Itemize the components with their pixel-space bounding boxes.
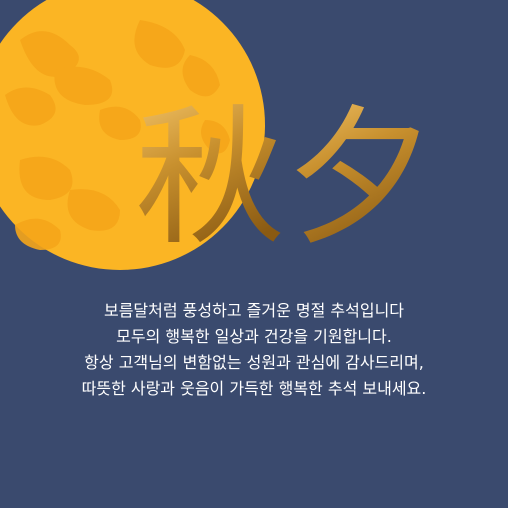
message-line-2: 모두의 행복한 일상과 건강을 기원합니다. <box>116 327 392 346</box>
message-line-3: 항상 고객님의 변함없는 성원과 관심에 감사드리며, <box>84 353 424 372</box>
title-char-evening: 夕 <box>285 95 435 265</box>
title-char-autumn: 秋 <box>135 95 285 265</box>
greeting-message: 보름달처럼 풍성하고 즐거운 명절 추석입니다 모두의 행복한 일상과 건강을 … <box>0 298 508 402</box>
message-line-4: 따뜻한 사랑과 웃음이 가득한 행복한 추석 보내세요. <box>81 379 427 398</box>
message-line-1: 보름달처럼 풍성하고 즐거운 명절 추석입니다 <box>103 301 405 320</box>
title-chuseok: 秋 夕 <box>0 92 508 266</box>
